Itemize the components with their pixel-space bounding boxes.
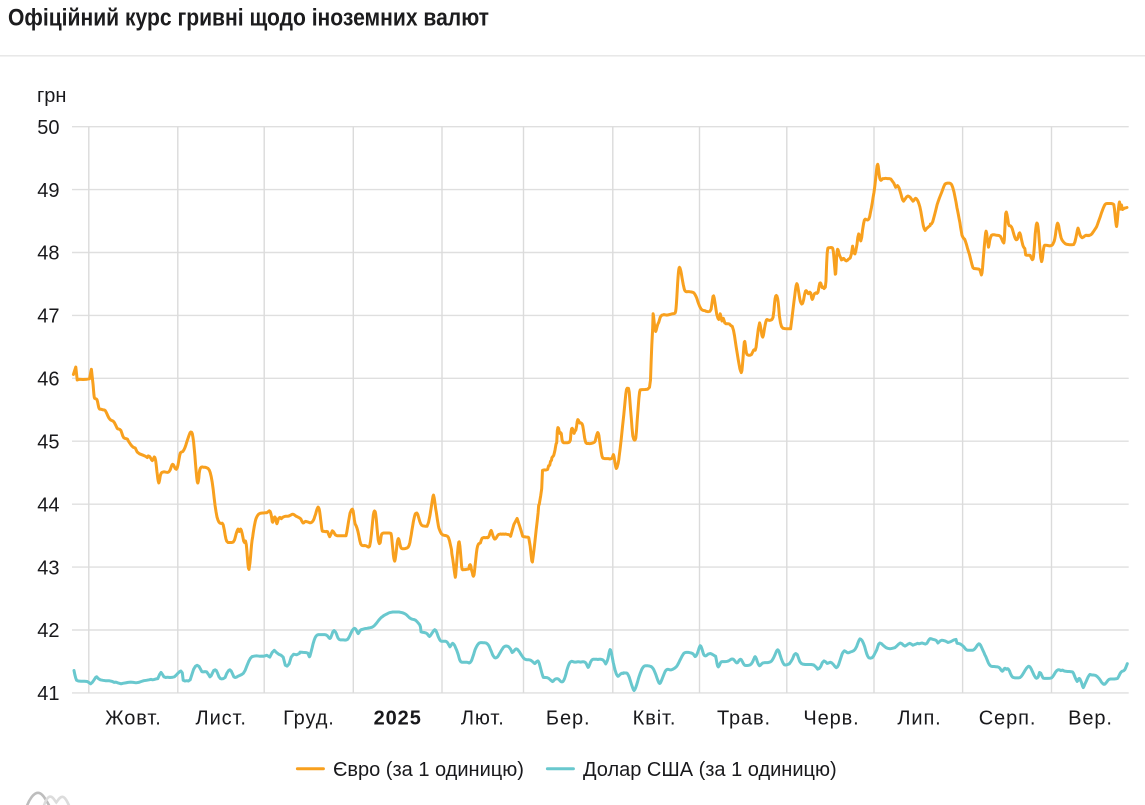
- svg-text:Лип.: Лип.: [897, 707, 941, 729]
- svg-text:Жовт.: Жовт.: [105, 707, 162, 729]
- svg-text:47: 47: [37, 306, 59, 328]
- svg-text:41: 41: [37, 683, 59, 705]
- svg-text:Груд.: Груд.: [283, 707, 335, 729]
- svg-text:48: 48: [37, 243, 59, 265]
- svg-text:43: 43: [37, 557, 59, 579]
- svg-text:42: 42: [37, 620, 59, 642]
- svg-text:Долар США (за 1 одиницю): Долар США (за 1 одиницю): [583, 759, 837, 781]
- svg-text:Бер.: Бер.: [546, 707, 591, 729]
- svg-text:Вер.: Вер.: [1068, 707, 1113, 729]
- svg-text:Квіт.: Квіт.: [633, 707, 677, 729]
- svg-text:49: 49: [37, 180, 59, 202]
- svg-text:2025: 2025: [374, 707, 422, 729]
- svg-text:Лют.: Лют.: [461, 707, 505, 729]
- svg-text:Серп.: Серп.: [979, 707, 1037, 729]
- svg-text:44: 44: [37, 494, 59, 516]
- svg-text:грн: грн: [37, 85, 66, 107]
- svg-text:Євро (за 1 одиницю): Євро (за 1 одиницю): [333, 759, 524, 781]
- svg-text:Офіційний курс гривні щодо іно: Офіційний курс гривні щодо іноземних вал…: [8, 5, 489, 32]
- svg-text:50: 50: [37, 117, 59, 139]
- svg-text:45: 45: [37, 431, 59, 453]
- svg-text:Лист.: Лист.: [196, 707, 247, 729]
- svg-text:46: 46: [37, 369, 59, 391]
- svg-text:Черв.: Черв.: [803, 707, 859, 729]
- svg-text:Трав.: Трав.: [717, 707, 771, 729]
